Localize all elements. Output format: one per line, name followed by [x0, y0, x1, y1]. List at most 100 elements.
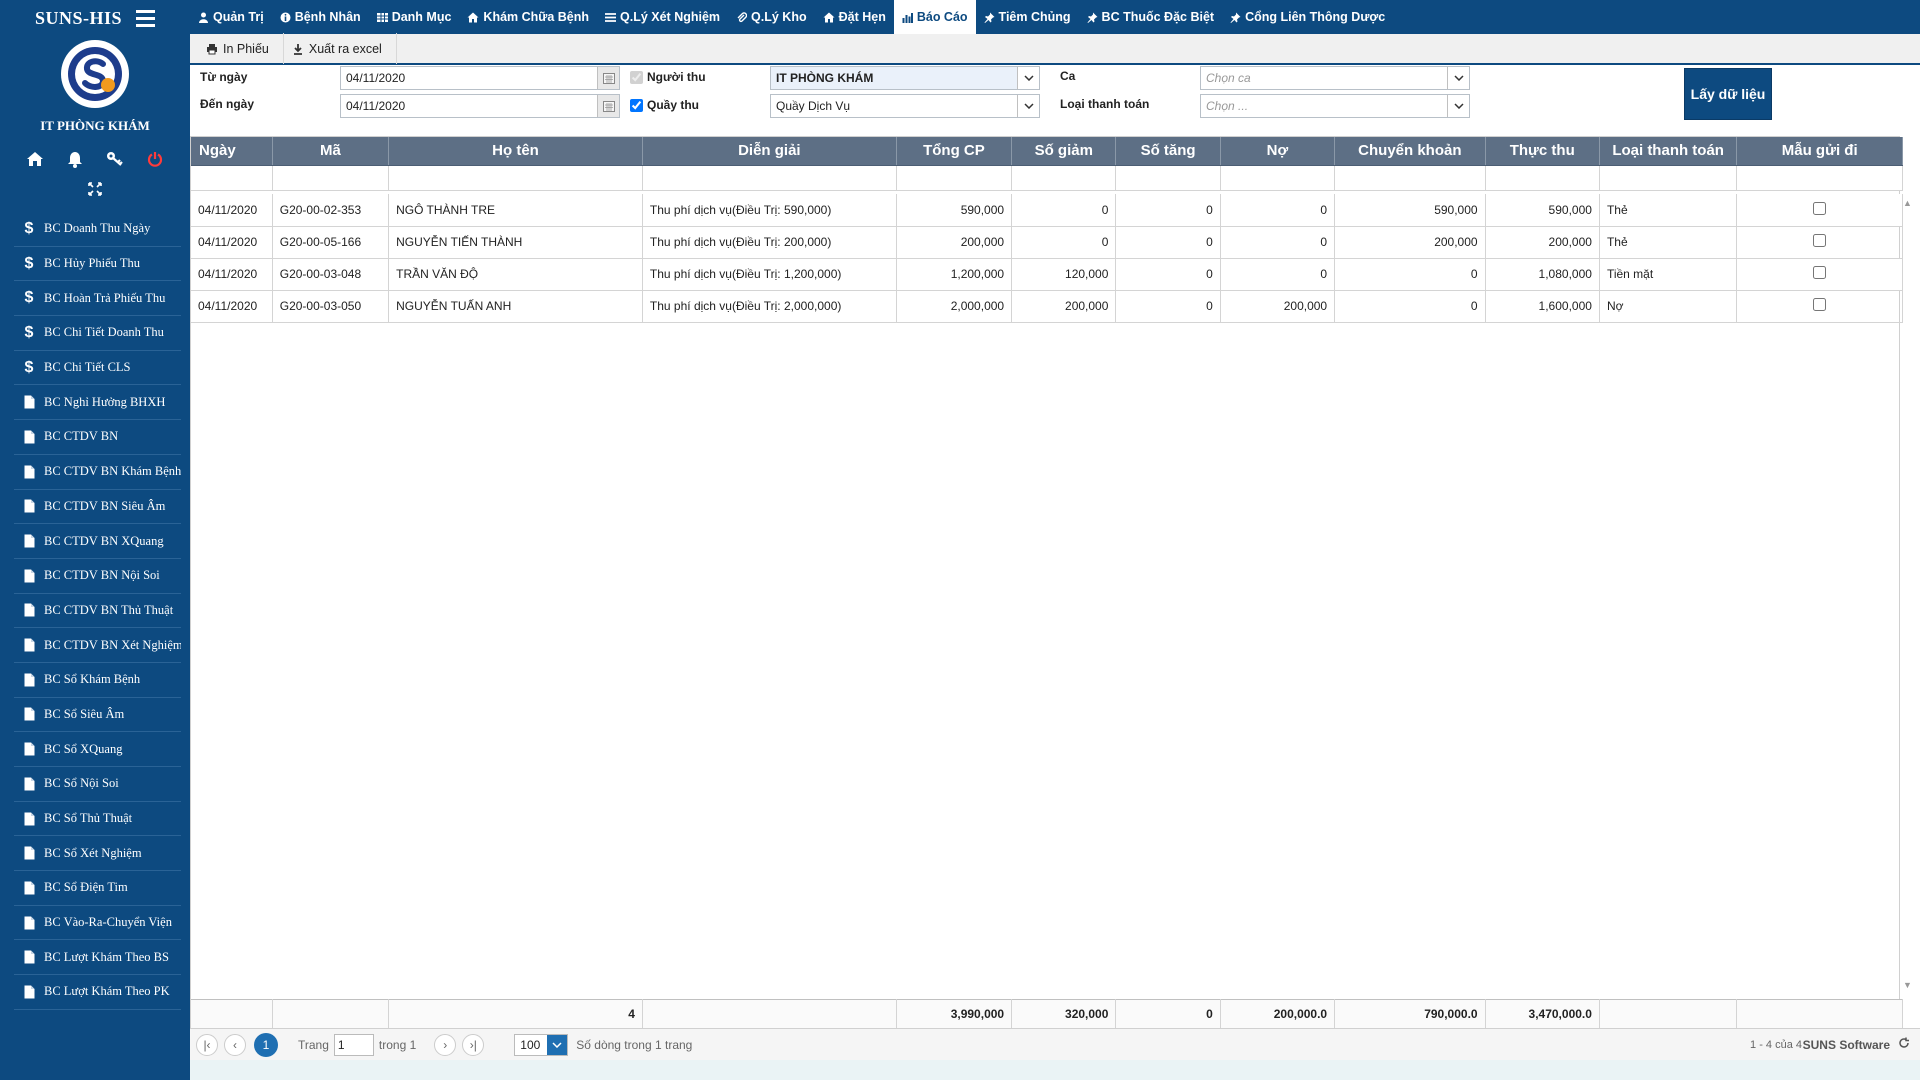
- refresh-icon[interactable]: [1898, 1037, 1910, 1052]
- nav-item-10[interactable]: Cổng Liên Thông Dược: [1222, 0, 1393, 34]
- nav-item-1[interactable]: Bệnh Nhân: [272, 0, 369, 34]
- print-button[interactable]: In Phiếu: [198, 33, 284, 64]
- column-filter-input[interactable]: [191, 165, 273, 191]
- column-filter-input[interactable]: [1115, 165, 1221, 191]
- sidebar-item[interactable]: BC Sổ Khám Bệnh: [14, 663, 181, 698]
- shift-select[interactable]: Chọn ca: [1200, 66, 1470, 90]
- sidebar-item[interactable]: BC Sổ Xét Nghiệm: [14, 836, 181, 872]
- key-icon[interactable]: [106, 150, 124, 168]
- sidebar-item[interactable]: BC Lượt Khám Theo PK: [14, 975, 181, 1010]
- column-header[interactable]: Nợ: [1220, 137, 1336, 166]
- sidebar-item[interactable]: BC CTDV BN: [14, 420, 181, 455]
- sidebar-item[interactable]: BC Sổ Nội Soi: [14, 767, 181, 802]
- sidebar-item[interactable]: BC CTDV BN Xét Nghiệm: [14, 628, 181, 663]
- table-row[interactable]: 04/11/2020 G20-00-05-166 NGUYỄN TIẾN THÀNH…: [191, 226, 1903, 259]
- fetch-data-button[interactable]: Lấy dữ liệu: [1684, 68, 1772, 120]
- chevron-down-icon[interactable]: [1017, 67, 1039, 89]
- sidebar-item[interactable]: $ BC Hoàn Trả Phiếu Thu: [14, 281, 181, 317]
- column-header[interactable]: Tổng CP: [896, 137, 1013, 166]
- column-filter-input[interactable]: [1485, 165, 1600, 191]
- chevron-down-icon[interactable]: [1447, 67, 1469, 89]
- column-header[interactable]: Mã: [272, 137, 390, 166]
- sidebar-item[interactable]: BC Vào-Ra-Chuyển Viện: [14, 906, 181, 941]
- calendar-icon[interactable]: [597, 67, 619, 89]
- next-page-icon[interactable]: ›: [434, 1033, 457, 1056]
- nav-item-0[interactable]: Quản Trị: [190, 0, 272, 34]
- scroll-up-icon[interactable]: ▲: [1903, 198, 1912, 208]
- sidebar-item[interactable]: $ BC Chi Tiết CLS: [14, 351, 181, 386]
- expand-icon[interactable]: [0, 182, 190, 198]
- column-header[interactable]: Số giảm: [1011, 137, 1117, 166]
- chevron-down-icon[interactable]: [1017, 95, 1039, 117]
- column-header[interactable]: Số tăng: [1115, 137, 1221, 166]
- nav-item-9[interactable]: BC Thuốc Đặc Biệt: [1079, 0, 1223, 34]
- sidebar-item[interactable]: BC Sổ XQuang: [14, 732, 181, 767]
- table-row[interactable]: 04/11/2020 G20-00-03-050 NGUYỄN TUẤN ANH Th…: [191, 290, 1903, 323]
- current-page-button[interactable]: 1: [254, 1032, 278, 1057]
- column-filter-input[interactable]: [1334, 165, 1486, 191]
- column-header[interactable]: Ngày: [191, 137, 273, 166]
- sidebar-item[interactable]: BC CTDV BN Nội Soi: [14, 559, 181, 594]
- counter-check[interactable]: [630, 98, 643, 112]
- column-filter-input[interactable]: [642, 165, 897, 191]
- sidebar-item[interactable]: BC CTDV BN Khám Bệnh: [14, 455, 181, 490]
- column-filter-input[interactable]: [896, 165, 1013, 191]
- sidebar-item[interactable]: BC Sổ Thủ Thuật: [14, 802, 181, 837]
- sidebar-item[interactable]: $ BC Doanh Thu Ngày: [14, 212, 181, 247]
- nav-item-4[interactable]: Q.Lý Xét Nghiệm: [597, 0, 728, 34]
- nav-item-8[interactable]: Tiêm Chủng: [976, 0, 1079, 34]
- sidebar-item[interactable]: BC CTDV BN Thủ Thuật: [14, 594, 181, 629]
- column-header[interactable]: Mẫu gửi đi: [1736, 137, 1903, 166]
- collector-select[interactable]: IT PHÒNG KHÁM: [770, 66, 1040, 90]
- nav-item-7[interactable]: Báo Cáo: [893, 0, 976, 34]
- sidebar-item[interactable]: BC CTDV BN Siêu Âm: [14, 490, 181, 525]
- collector-checkbox[interactable]: Người thu: [630, 70, 706, 84]
- home-icon[interactable]: [26, 150, 44, 168]
- column-filter-input[interactable]: [1736, 165, 1903, 191]
- paytype-select[interactable]: Chọn ...: [1200, 94, 1470, 118]
- scroll-down-icon[interactable]: ▼: [1903, 980, 1912, 990]
- column-filter-input[interactable]: [1599, 165, 1738, 191]
- column-header[interactable]: Chuyển khoản: [1334, 137, 1486, 166]
- column-filter-input[interactable]: [1011, 165, 1117, 191]
- chevron-down-icon[interactable]: [1447, 95, 1469, 117]
- prev-page-icon[interactable]: ‹: [224, 1033, 246, 1056]
- sidebar-item[interactable]: BC CTDV BN XQuang: [14, 524, 181, 559]
- table-row[interactable]: 04/11/2020 G20-00-02-353 NGÔ THÀNH TRE Thu …: [191, 194, 1903, 227]
- collector-check[interactable]: [630, 70, 643, 84]
- to-date-input[interactable]: 04/11/2020: [340, 94, 620, 118]
- page-input[interactable]: 1: [333, 1033, 374, 1056]
- send-sample-checkbox[interactable]: [1813, 234, 1827, 247]
- nav-item-2[interactable]: Danh Mục: [369, 0, 460, 34]
- table-row[interactable]: 04/11/2020 G20-00-03-048 TRẦN VĂN ĐỘ Thu ph…: [191, 258, 1903, 291]
- sidebar-item[interactable]: BC Sổ Điện Tim: [14, 871, 181, 906]
- column-filter-input[interactable]: [388, 165, 643, 191]
- column-header[interactable]: Họ tên: [388, 137, 643, 166]
- nav-item-6[interactable]: Đặt Hẹn: [815, 0, 894, 34]
- sidebar-item[interactable]: BC Lượt Khám Theo BS: [14, 940, 181, 976]
- column-filter-input[interactable]: [272, 165, 390, 191]
- nav-item-5[interactable]: Q.Lý Kho: [728, 0, 815, 34]
- send-sample-checkbox[interactable]: [1813, 298, 1827, 311]
- column-header[interactable]: Diễn giải: [642, 137, 897, 166]
- calendar-icon[interactable]: [597, 95, 619, 117]
- power-icon[interactable]: [146, 150, 164, 168]
- chevron-down-icon[interactable]: [547, 1034, 568, 1055]
- bell-icon[interactable]: [66, 150, 84, 168]
- send-sample-checkbox[interactable]: [1813, 201, 1827, 215]
- column-header[interactable]: Loại thanh toán: [1599, 137, 1738, 166]
- counter-select[interactable]: Quầy Dịch Vụ: [770, 94, 1040, 118]
- export-excel-button[interactable]: Xuất ra excel: [284, 33, 397, 64]
- first-page-icon[interactable]: |‹: [196, 1033, 218, 1056]
- send-sample-checkbox[interactable]: [1813, 266, 1827, 279]
- nav-item-3[interactable]: Khám Chữa Bệnh: [459, 0, 597, 34]
- page-size-select[interactable]: 100: [514, 1033, 569, 1056]
- last-page-icon[interactable]: ›|: [462, 1033, 485, 1056]
- column-header[interactable]: Thực thu: [1485, 137, 1600, 166]
- counter-checkbox[interactable]: Quầy thu: [630, 98, 699, 112]
- sidebar-item[interactable]: $ BC Hủy Phiếu Thu: [14, 247, 181, 282]
- sidebar-item[interactable]: $ BC Chi Tiết Doanh Thu: [14, 316, 181, 351]
- sidebar-item[interactable]: BC Sổ Siêu Âm: [14, 698, 181, 733]
- column-filter-input[interactable]: [1220, 165, 1336, 191]
- sidebar-item[interactable]: BC Nghỉ Hưởng BHXH: [14, 385, 181, 421]
